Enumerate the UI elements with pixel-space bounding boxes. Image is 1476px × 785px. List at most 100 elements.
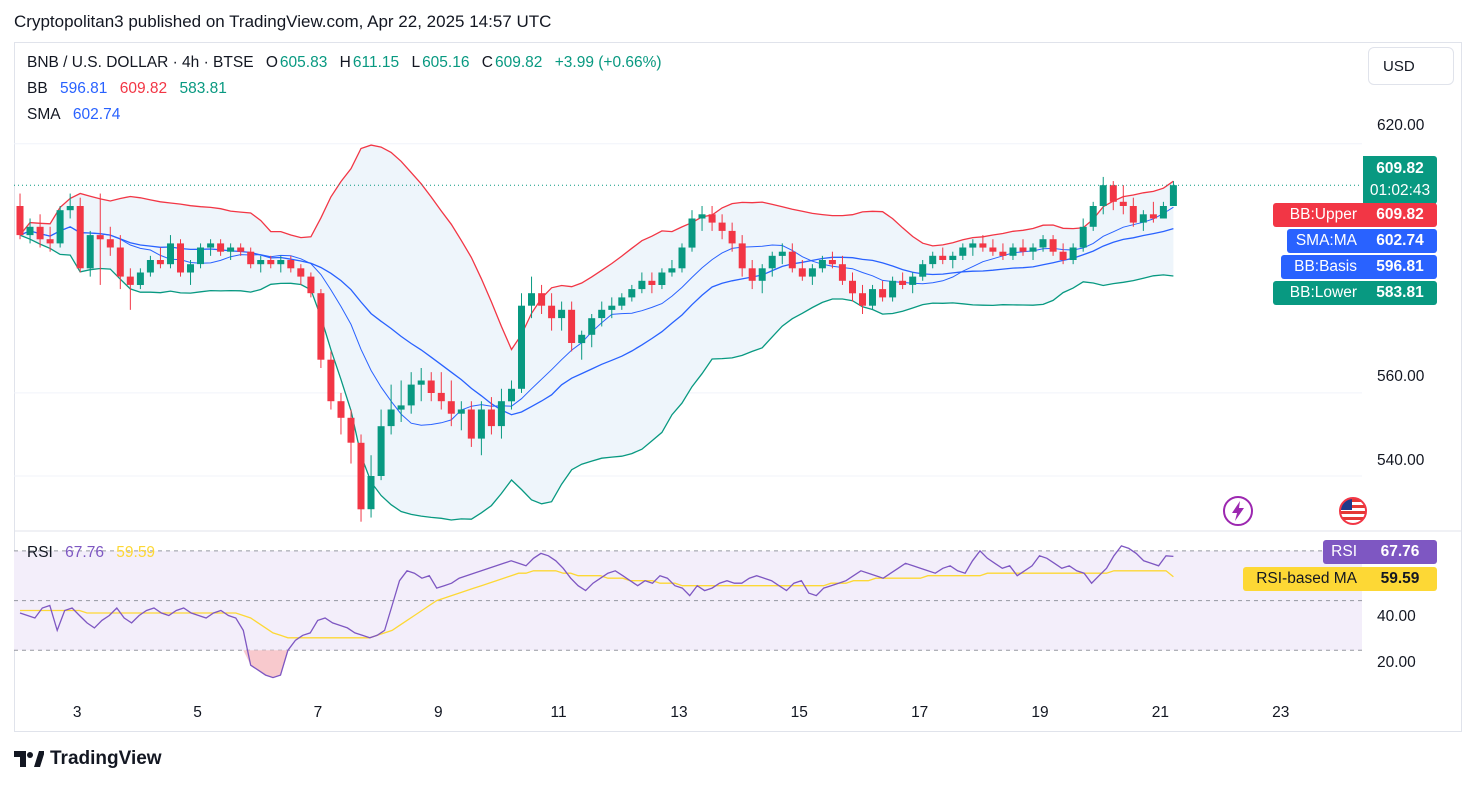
candle-body <box>337 401 345 418</box>
open-label: O <box>265 54 278 71</box>
low-value: 605.16 <box>422 54 470 71</box>
candle-body <box>869 289 876 306</box>
candle-body <box>287 260 295 269</box>
candle-body <box>467 409 475 439</box>
rsi-tick-40: 40.00 <box>1377 608 1416 625</box>
sma-line <box>19 206 1174 426</box>
candle-body <box>939 255 947 260</box>
x-tick-label: 11 <box>550 704 567 721</box>
candle-body <box>277 260 285 265</box>
x-tick-label: 3 <box>72 704 82 721</box>
change-value: +3.99 (+0.66%) <box>554 54 662 71</box>
candle-body <box>728 230 736 244</box>
candle-body <box>377 426 385 476</box>
rsi-legend: RSI 67.76 59.59 <box>27 544 157 562</box>
candle-body <box>207 243 215 248</box>
candle-body <box>508 388 515 402</box>
candle-body <box>447 401 455 414</box>
candle-body <box>929 255 937 265</box>
candle-body <box>818 260 826 269</box>
candle-body <box>698 214 706 219</box>
candle-body <box>126 276 134 285</box>
candle-body <box>237 247 245 252</box>
candle-body <box>177 243 184 273</box>
candle-body <box>668 268 676 273</box>
candle-body <box>367 476 375 510</box>
candle-body <box>146 260 154 273</box>
candle-body <box>778 251 786 256</box>
symbol-name[interactable]: BNB / U.S. DOLLAR · 4h · BTSE <box>27 54 254 71</box>
candle-body <box>497 401 505 427</box>
x-tick-label: 23 <box>1272 704 1290 721</box>
candle-body <box>427 380 435 393</box>
sma-legend: SMA 602.74 <box>27 106 122 124</box>
candle-body <box>347 417 355 443</box>
sma-value: 602.74 <box>72 106 121 123</box>
publisher-caption: Cryptopolitan3 published on TradingView.… <box>14 12 552 31</box>
candle-body <box>407 384 415 406</box>
candle-body <box>26 226 34 236</box>
candle-body <box>518 305 525 389</box>
sma-label[interactable]: SMA <box>27 106 61 123</box>
candle-body <box>76 206 84 269</box>
candle-body <box>999 251 1007 256</box>
x-tick-label: 15 <box>790 704 808 721</box>
rsi-value: 67.76 <box>65 544 104 561</box>
candle-body <box>768 255 776 269</box>
candle-body <box>1029 247 1037 252</box>
candle-body <box>748 268 756 281</box>
bar-countdown: 01:02:43 <box>1369 182 1431 199</box>
tradingview-logo-icon <box>14 751 44 767</box>
tradingview-brand[interactable]: TradingView <box>14 748 162 770</box>
candle-body <box>758 268 766 281</box>
candle-body <box>357 442 365 510</box>
bb-basis-line <box>19 226 1174 416</box>
last-price-tag: 609.82 01:02:43 <box>1363 156 1437 204</box>
candle-body <box>879 289 887 298</box>
candle-body <box>227 247 235 252</box>
candle-body <box>528 293 535 306</box>
rsi-line <box>19 545 1174 679</box>
candle-body <box>638 280 646 290</box>
candle-body <box>1059 251 1067 260</box>
candle-body <box>919 264 927 277</box>
candle-body <box>788 251 796 269</box>
rsi-label[interactable]: RSI <box>27 544 53 561</box>
us-flag-icon[interactable] <box>1338 494 1368 528</box>
candle-body <box>738 243 746 269</box>
candle-body <box>267 260 275 265</box>
candle-body <box>1149 214 1157 219</box>
candle-body <box>798 268 806 277</box>
y-tick-560: 560.00 <box>1377 368 1425 385</box>
candle-body <box>708 214 716 223</box>
low-label: L <box>411 54 421 71</box>
candle-body <box>16 206 24 236</box>
lightning-icon[interactable] <box>1221 494 1255 528</box>
candle-body <box>1099 185 1107 206</box>
candle-body <box>387 409 395 427</box>
candle-body <box>1119 201 1127 206</box>
bb-label[interactable]: BB <box>27 80 48 97</box>
bb-legend: BB 596.81 609.82 583.81 <box>27 80 229 98</box>
candle-body <box>106 239 114 248</box>
rsi-ma-value: 59.59 <box>116 544 156 561</box>
candle-body <box>1079 226 1087 248</box>
currency-button[interactable]: USD <box>1368 47 1454 85</box>
high-label: H <box>339 54 351 71</box>
candle-body <box>608 305 616 310</box>
bb-basis-value: 596.81 <box>60 80 108 97</box>
candle-body <box>658 272 666 285</box>
candle-body <box>588 318 596 335</box>
x-tick-label: 7 <box>313 704 323 721</box>
candle-body <box>989 247 997 252</box>
candle-body <box>297 268 305 277</box>
candle-body <box>1109 185 1117 202</box>
bb-upper-tag-label: BB:Upper <box>1273 203 1363 227</box>
candle-body <box>859 293 866 306</box>
x-tick-label: 9 <box>433 704 443 721</box>
candle-body <box>417 380 425 385</box>
candle-body <box>548 305 556 319</box>
bb-lower-tag-label: BB:Lower <box>1273 281 1363 305</box>
